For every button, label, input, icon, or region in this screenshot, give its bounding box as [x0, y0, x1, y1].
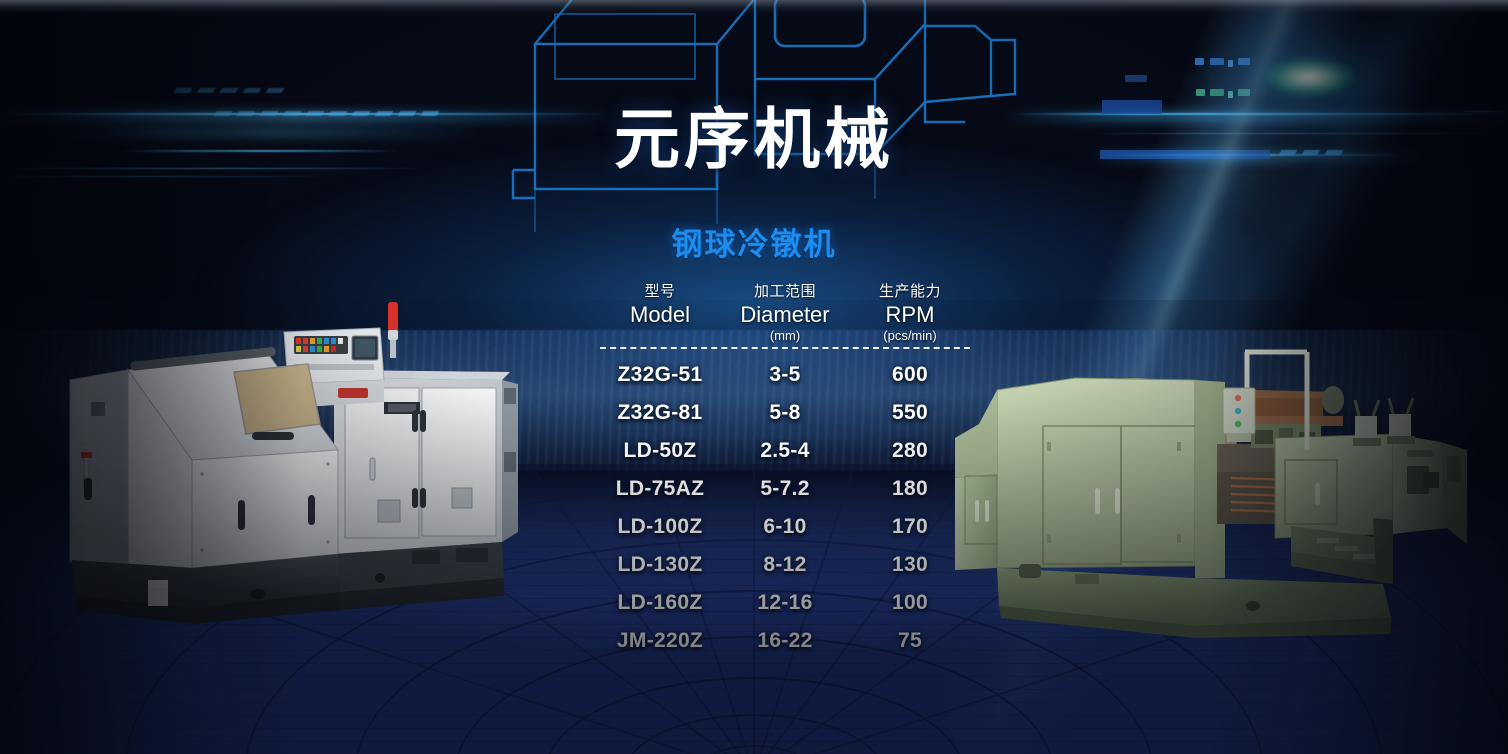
cell-diameter: 3-5 — [769, 363, 801, 386]
cell-model: LD-100Z — [617, 515, 703, 538]
cell-diameter: 16-22 — [757, 629, 813, 652]
cell-diameter: 5-8 — [769, 401, 801, 424]
cell-rpm: 100 — [892, 591, 928, 614]
cell-diameter: 6-10 — [763, 515, 807, 538]
page-subtitle: 钢球冷镦机 — [671, 227, 837, 262]
right-machine-left-housing — [955, 377, 1200, 570]
cell-model: LD-50Z — [623, 439, 697, 462]
cell-rpm: 75 — [898, 629, 922, 652]
header-divider — [600, 347, 970, 349]
column-header-cn: 型号 — [644, 283, 676, 300]
cell-model: Z32G-51 — [617, 363, 703, 386]
column-header-en: Diameter — [740, 302, 830, 327]
column-header-unit: (mm) — [769, 328, 801, 343]
cell-model: LD-130Z — [617, 553, 703, 576]
spec-table-body: Z32G-51 3-5 600 Z32G-81 5-8 550 LD-50Z 2… — [600, 356, 970, 660]
table-row: LD-100Z 6-10 170 — [600, 508, 970, 546]
table-row: Z32G-81 5-8 550 — [600, 394, 970, 432]
spec-column-diameter: 加工范围 Diameter (mm) — [720, 282, 850, 344]
cell-model: JM-220Z — [616, 629, 704, 652]
table-row: LD-75AZ 5-7.2 180 — [600, 470, 970, 508]
right-machine-image — [955, 338, 1495, 643]
spec-column-model: 型号 Model — [600, 282, 720, 344]
left-machine-main-body — [69, 347, 339, 569]
spec-table: 型号 Model 加工范围 Diameter (mm) 生产能力 RPM (pc… — [600, 282, 970, 660]
cell-rpm: 600 — [892, 363, 928, 386]
cell-diameter: 8-12 — [763, 553, 807, 576]
column-header-cn: 生产能力 — [878, 283, 941, 300]
cell-model: Z32G-81 — [617, 401, 703, 424]
table-row: LD-50Z 2.5-4 280 — [600, 432, 970, 470]
cell-rpm: 550 — [892, 401, 928, 424]
left-machine-image — [62, 292, 522, 637]
right-machine-base — [997, 564, 1391, 638]
column-header-en: Model — [630, 302, 690, 327]
top-highlight-strip — [0, 0, 1508, 14]
cell-model: LD-160Z — [617, 591, 703, 614]
cell-diameter: 5-7.2 — [760, 477, 810, 500]
spec-column-rpm: 生产能力 RPM (pcs/min) — [850, 282, 970, 344]
table-row: LD-160Z 12-16 100 — [600, 584, 970, 622]
cell-diameter: 2.5-4 — [760, 439, 810, 462]
table-row: LD-130Z 8-12 130 — [600, 546, 970, 584]
column-header-unit: (pcs/min) — [883, 328, 937, 343]
column-header-cn: 加工范围 — [753, 283, 816, 300]
cell-rpm: 180 — [892, 477, 928, 500]
cell-model: LD-75AZ — [615, 477, 705, 500]
table-row: JM-220Z 16-22 75 — [600, 622, 970, 660]
cell-rpm: 130 — [892, 553, 928, 576]
cell-rpm: 280 — [892, 439, 928, 462]
page-title: 元序机械 — [614, 102, 894, 176]
table-row: Z32G-51 3-5 600 — [600, 356, 970, 394]
spec-table-header: 型号 Model 加工范围 Diameter (mm) 生产能力 RPM (pc… — [600, 282, 970, 344]
column-header-en: RPM — [885, 302, 935, 327]
cell-rpm: 170 — [892, 515, 928, 538]
cell-diameter: 12-16 — [757, 591, 813, 614]
